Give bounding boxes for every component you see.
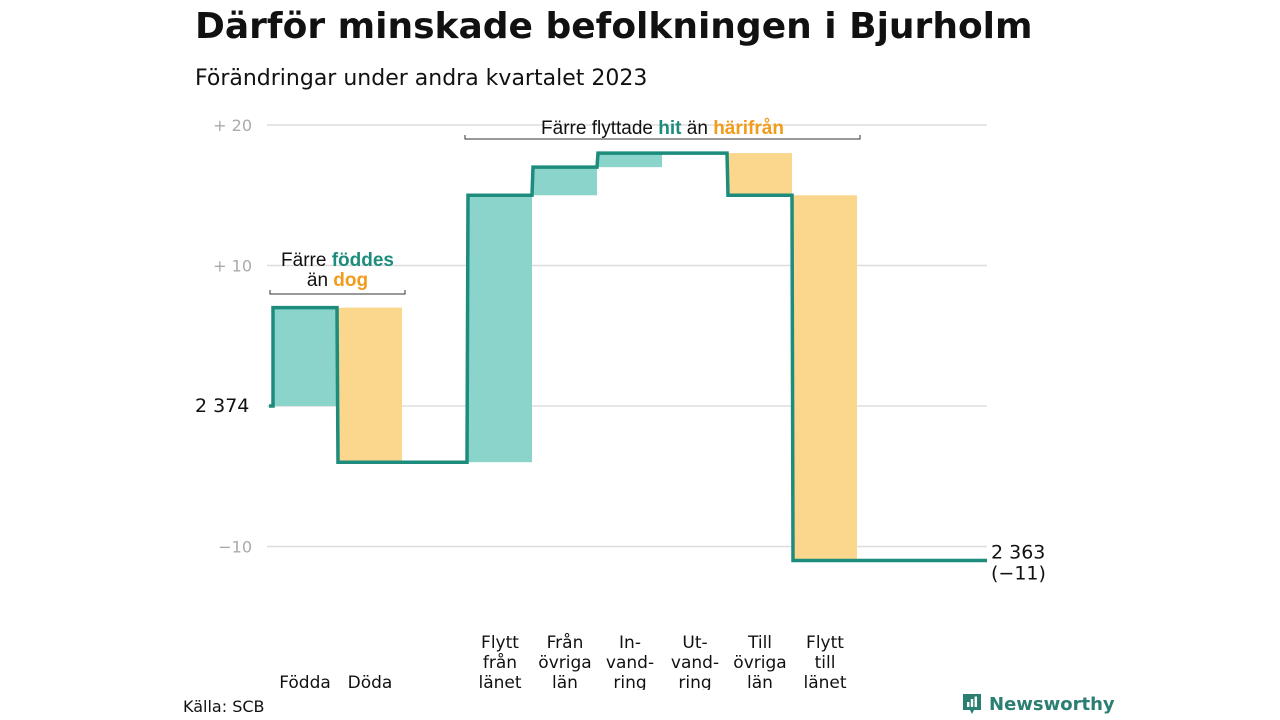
waterfall-bar [273,307,337,406]
brand-name: Newsworthy [989,693,1115,715]
waterfall-bar [468,195,532,463]
source-note: Källa: SCB [183,697,265,716]
annotation-text: Färre föddes [281,250,394,271]
annotation-segment: härifrån [713,118,784,139]
annotation-segment: än [681,118,713,139]
end-value-label: 2 363 [991,542,1045,564]
category-label: ring [678,673,711,690]
waterfall-bar [338,307,402,463]
category-label: länet [803,673,846,690]
annotation-text: än dog [307,270,368,291]
category-label: län [747,673,773,690]
category-label: till [815,653,836,673]
category-label: Flytt [481,633,519,653]
category-label: övriga [538,653,591,673]
category-label: Ut- [682,633,707,653]
chart-title: Därför minskade befolkningen i Bjurholm [195,6,1033,47]
annotation-segment: Färre [281,250,332,271]
category-label: vand- [671,653,719,673]
bar-layer [273,153,857,561]
brand-logo: Newsworthy [961,692,1115,716]
annotation-bracket [464,135,861,140]
y-tick-label: + 20 [213,116,252,135]
y-tick-label: −10 [218,538,252,557]
annotation-bracket [269,290,406,295]
bar-chart-icon [963,694,981,714]
line-layer [269,151,987,563]
annotation-segment: dog [333,270,368,291]
category-label: Döda [348,673,393,690]
annotation-text: Färre flyttade hit än härifrån [541,118,784,139]
start-value-label: 2 374 [195,395,249,417]
category-label: Födda [279,673,331,690]
annotation-segment: än [307,270,333,291]
chart-subtitle: Förändringar under andra kvartalet 2023 [195,66,648,91]
annotation-segment: Färre flyttade [541,118,658,139]
category-label: övriga [733,653,786,673]
waterfall-bar [598,153,662,168]
category-label: Till [747,633,772,653]
category-label: Från [547,632,584,653]
grid-layer: + 20 + 10 −10 [213,116,987,557]
category-label: vand- [606,653,654,673]
category-label: län [552,673,578,690]
category-label: länet [478,673,521,690]
category-label: från [483,652,517,673]
y-tick-label: + 10 [213,257,252,276]
annotation-segment: hit [658,118,682,139]
waterfall-bar [728,153,792,196]
waterfall-bar [793,195,857,561]
label-layer: Födda DödaFlyttfrånlänetFrånövrigalänIn-v… [195,395,1046,690]
category-label: Flytt [806,633,844,653]
category-label: In- [619,633,641,653]
running-total-line [269,151,987,563]
category-label: ring [613,673,646,690]
annotation-segment: föddes [332,250,394,271]
end-change-label: (−11) [991,563,1046,585]
waterfall-chart: + 20+ 10−10 Födda DödaFlyttfrånlänetFrånö… [195,116,1046,690]
waterfall-bar [533,167,597,196]
